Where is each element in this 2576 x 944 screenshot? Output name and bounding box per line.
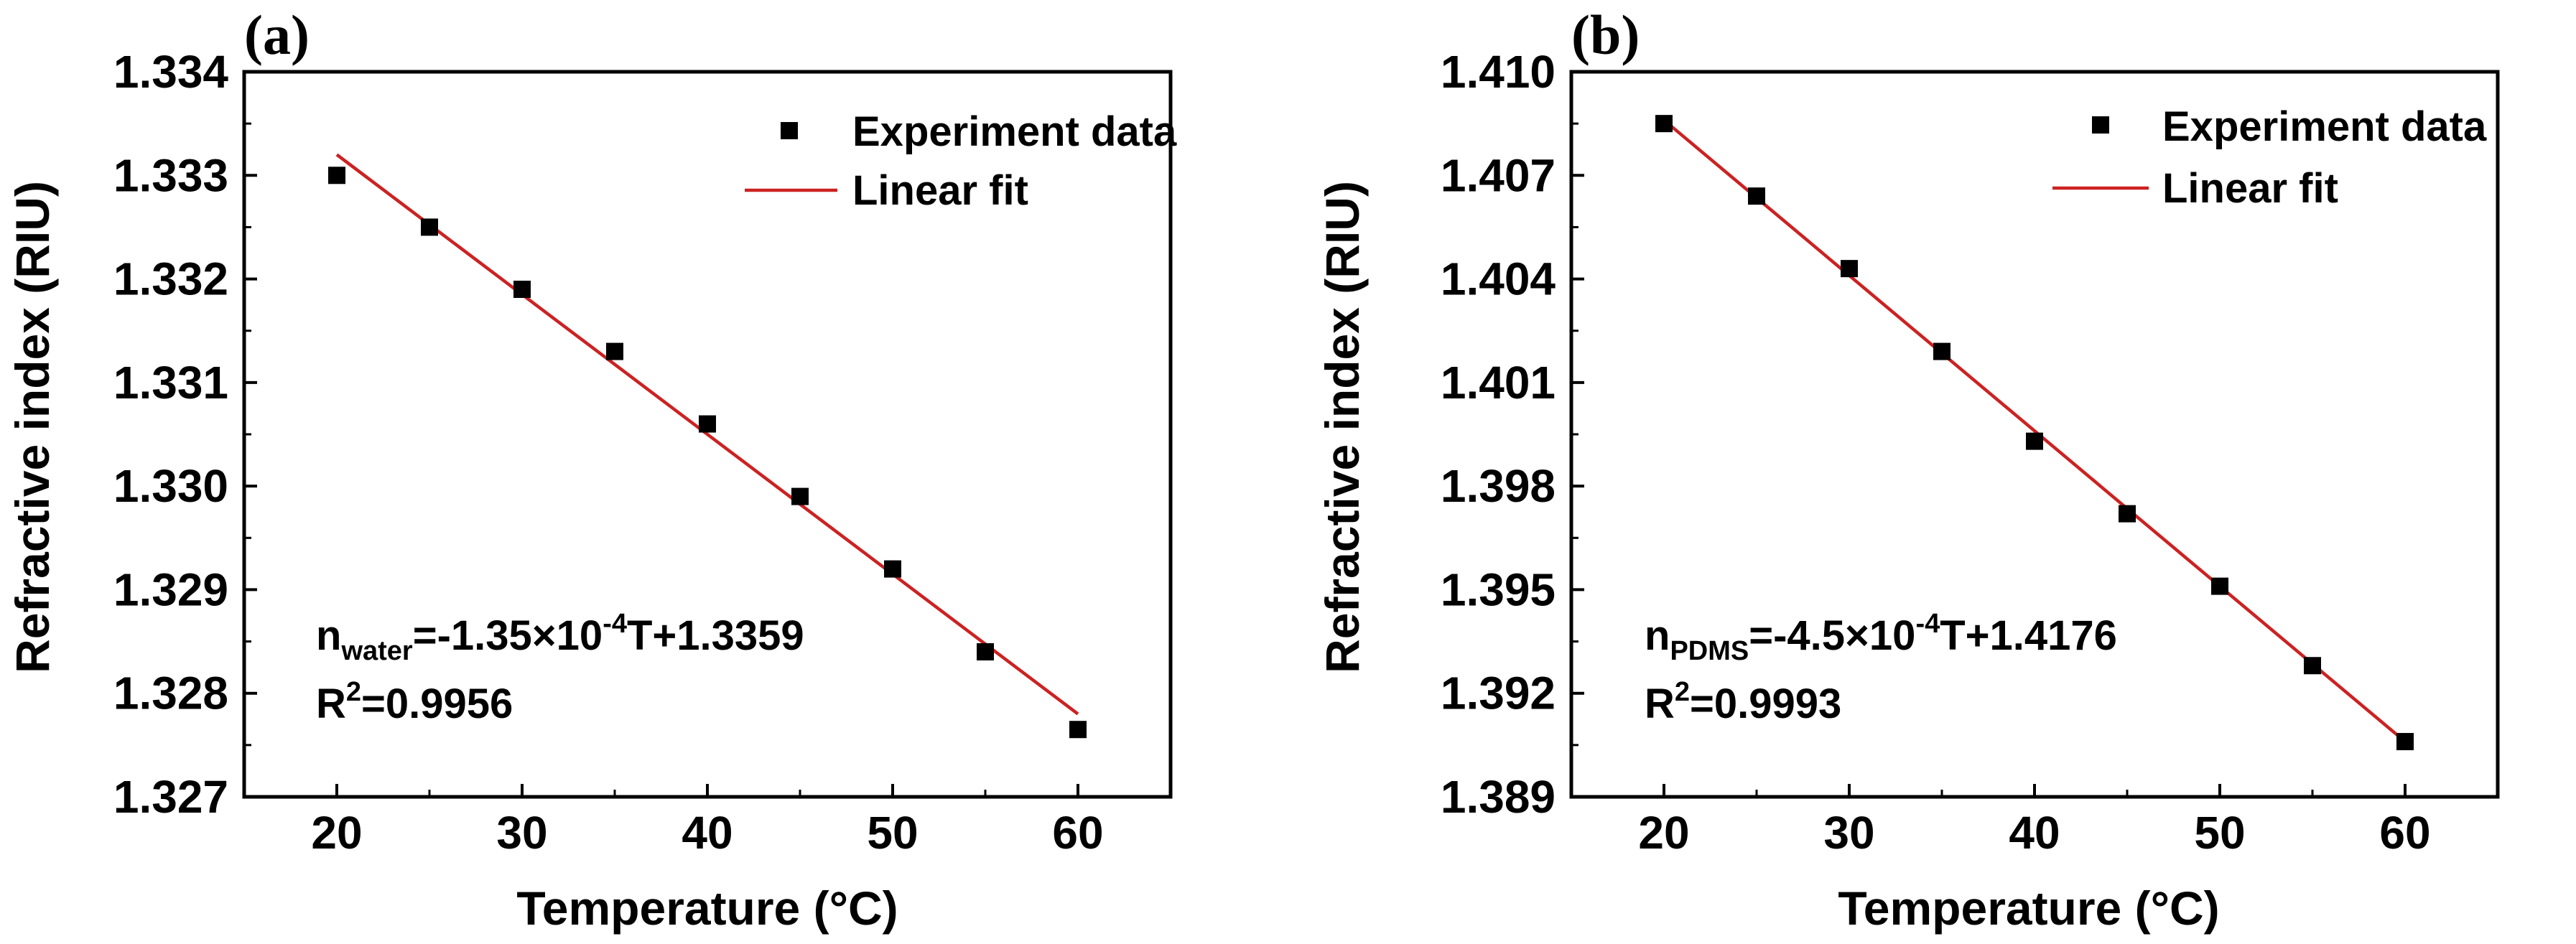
panel-a-data-points — [328, 167, 1087, 739]
panel-b-r-squared: R2=0.9993 — [1645, 677, 1841, 727]
panel-a-fit-equation: nwater=-1.35×10-4T+1.3359 — [316, 609, 804, 666]
panel-b-data-point — [2119, 505, 2136, 523]
panel-b-y-tick-labels: 1.389 1.392 1.395 1.398 1.401 1.404 1.407 1.410 — [1441, 46, 1556, 823]
panel-a-r-squared: R2=0.9956 — [316, 677, 513, 727]
panel-a-data-point — [1069, 721, 1087, 739]
panel-a-data-point — [884, 560, 901, 578]
panel-b: (b) Refractive index (RIU) Temperature (… — [1316, 4, 2500, 935]
panel-a: (a) Refractive index (RIU) Temperature (… — [6, 4, 1177, 935]
panel-b-y-tick-label: 1.398 — [1441, 460, 1556, 512]
panel-b-data-point — [1841, 260, 1858, 278]
panel-b-eq-n: n — [1645, 612, 1670, 659]
panel-a-plot-frame — [242, 70, 1173, 799]
panel-a-y-tick-labels: 1.327 1.328 1.329 1.330 1.331 1.332 1.333 1.334 — [113, 46, 229, 823]
panel-b-x-tick-label: 20 — [1638, 807, 1689, 859]
panel-b-plot-frame — [1569, 70, 2500, 799]
panel-b-y-axis-label: Refractive index (RIU) — [1316, 181, 1369, 673]
panel-b-x-tick-label: 40 — [2009, 807, 2060, 859]
panel-b-legend-experiment-label: Experiment data — [2162, 103, 2487, 150]
panel-a-x-tick-label: 40 — [682, 807, 733, 859]
panel-b-x-tick-labels: 20 30 40 50 60 — [1638, 807, 2430, 859]
panel-b-legend: Experiment data Linear fit — [2052, 103, 2487, 212]
panel-b-x-tick-label: 60 — [2379, 807, 2430, 859]
panel-a-y-tick-label: 1.332 — [113, 253, 228, 305]
panel-b-y-tick-label: 1.407 — [1441, 149, 1556, 201]
panel-b-legend-marker-square — [2092, 116, 2109, 134]
panel-a-y-tick-label: 1.333 — [113, 149, 228, 201]
panel-b-eq-subscript: PDMS — [1670, 636, 1749, 666]
panel-b-data-point — [2211, 577, 2228, 595]
panel-a-y-tick-label: 1.334 — [113, 46, 229, 98]
panel-b-label: (b) — [1571, 4, 1640, 66]
panel-b-r: R — [1645, 681, 1675, 727]
panel-a-y-tick-label: 1.330 — [113, 460, 228, 512]
panel-a-legend-marker-square — [781, 122, 798, 139]
panel-b-legend-fit-label: Linear fit — [2162, 165, 2338, 212]
panel-a-x-tick-label: 60 — [1052, 807, 1103, 859]
panel-a-y-tick-label: 1.327 — [113, 771, 228, 823]
panel-b-linear-fit-line — [1663, 118, 2407, 743]
panel-b-y-tick-label: 1.410 — [1441, 46, 1556, 98]
panel-b-data-point — [1933, 342, 1950, 360]
panel-a-eq-subscript: water — [340, 636, 412, 666]
panel-a-eq-n: n — [316, 612, 341, 659]
panel-a-data-point — [977, 643, 994, 660]
panel-a-x-tick-labels: 20 30 40 50 60 — [311, 807, 1103, 859]
panel-a-y-tick-label: 1.331 — [113, 357, 228, 408]
panel-a-legend: Experiment data Linear fit — [745, 108, 1177, 214]
panel-b-x-tick-label: 50 — [2194, 807, 2245, 859]
panel-b-eq-coefficient: =-4.5×10 — [1749, 612, 1915, 659]
panel-a-eq-rest: T+1.3359 — [627, 612, 804, 659]
panel-b-r-value: =0.9993 — [1690, 681, 1841, 727]
panel-b-x-tick-label: 30 — [1823, 807, 1874, 859]
panel-a-r-exponent: 2 — [346, 677, 361, 707]
panel-a-eq-exponent: -4 — [603, 609, 627, 639]
panel-a-x-axis-label: Temperature (°C) — [516, 882, 898, 935]
panel-a-data-point — [421, 218, 438, 236]
panel-a-y-tick-label: 1.328 — [113, 668, 228, 719]
panel-a-eq-coefficient: =-1.35×10 — [413, 612, 603, 659]
panel-b-data-point — [1655, 115, 1673, 133]
panel-a-x-tick-label: 20 — [311, 807, 362, 859]
panel-b-y-tick-label: 1.395 — [1441, 564, 1556, 615]
panel-a-x-tick-label: 50 — [867, 807, 918, 859]
panel-a-legend-experiment-label: Experiment data — [852, 108, 1177, 155]
panel-a-label: (a) — [244, 4, 310, 66]
panel-b-r-exponent: 2 — [1675, 677, 1690, 707]
panel-b-data-point — [2396, 733, 2414, 751]
panel-b-data-point — [2026, 432, 2043, 450]
panel-a-y-tick-label: 1.329 — [113, 564, 228, 615]
panel-a-x-tick-label: 30 — [496, 807, 547, 859]
panel-a-data-point — [328, 167, 345, 184]
panel-b-eq-rest: T+1.4176 — [1940, 612, 2117, 659]
panel-a-legend-fit-label: Linear fit — [852, 167, 1028, 214]
panel-b-data-points — [1655, 115, 2414, 751]
panel-a-linear-fit-line — [335, 153, 1079, 716]
panel-b-eq-exponent: -4 — [1915, 609, 1940, 639]
panel-a-r-value: =0.9956 — [361, 681, 513, 727]
panel-b-y-tick-label: 1.392 — [1441, 668, 1556, 719]
panel-a-data-point — [606, 342, 623, 360]
panel-b-fit-equation: nPDMS=-4.5×10-4T+1.4176 — [1645, 609, 2117, 666]
panel-a-data-point — [791, 487, 809, 505]
panel-a-data-point — [513, 281, 531, 298]
panel-b-x-axis-label: Temperature (°C) — [1838, 882, 2219, 935]
panel-b-data-point — [2304, 657, 2321, 675]
panel-a-data-point — [699, 415, 716, 433]
panel-b-y-tick-label: 1.401 — [1441, 357, 1556, 408]
panel-b-data-point — [1748, 187, 1765, 205]
panel-b-y-tick-label: 1.404 — [1441, 253, 1556, 305]
panel-a-y-axis-label: Refractive index (RIU) — [6, 181, 59, 673]
panel-a-r: R — [316, 681, 346, 727]
panel-b-y-tick-label: 1.389 — [1441, 771, 1556, 823]
